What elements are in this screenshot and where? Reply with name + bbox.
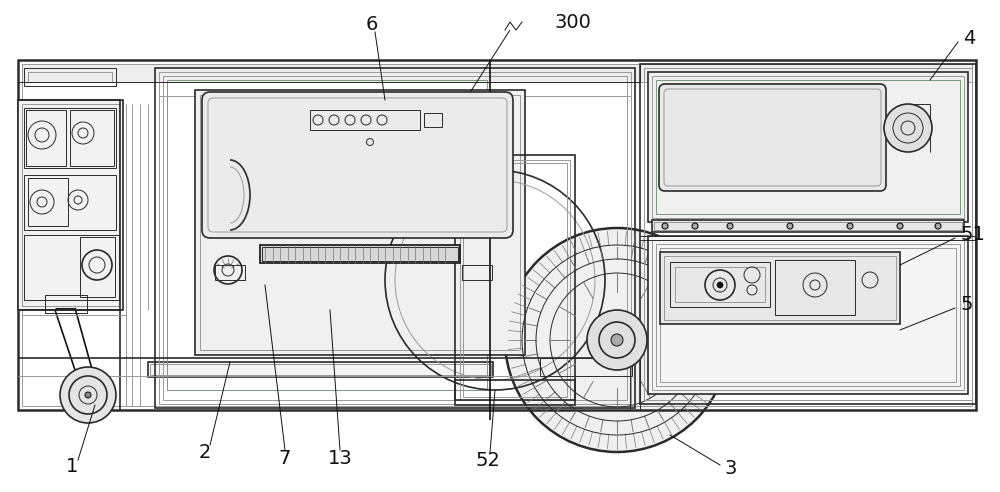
Bar	[28, 178, 68, 226]
Bar	[24, 108, 116, 168]
Circle shape	[787, 223, 793, 229]
Text: 7: 7	[279, 449, 291, 467]
Bar	[167, 80, 487, 390]
Text: 13: 13	[328, 449, 352, 467]
Bar	[80, 237, 115, 297]
Bar	[262, 247, 458, 261]
Text: 6: 6	[366, 16, 378, 34]
Bar	[22, 104, 119, 306]
Bar	[24, 68, 116, 86]
Bar	[155, 68, 635, 408]
Bar	[70, 110, 114, 166]
Text: 2: 2	[199, 443, 211, 462]
Bar	[310, 110, 420, 130]
Bar	[656, 80, 960, 214]
Circle shape	[727, 223, 733, 229]
Bar	[18, 60, 976, 410]
Bar	[648, 236, 968, 394]
Bar	[163, 76, 627, 400]
Bar	[24, 175, 116, 230]
Bar	[652, 76, 964, 218]
Bar	[28, 72, 112, 82]
Bar	[148, 362, 493, 377]
Bar	[455, 155, 575, 405]
Bar	[652, 240, 964, 390]
Bar	[675, 267, 765, 302]
Circle shape	[505, 228, 729, 452]
Bar	[660, 252, 900, 324]
Bar	[215, 265, 245, 280]
Bar	[150, 364, 491, 375]
Bar	[460, 160, 570, 400]
Bar	[463, 163, 567, 397]
Text: 300: 300	[555, 12, 592, 31]
Bar	[654, 222, 962, 230]
Bar	[45, 295, 87, 313]
Bar	[159, 72, 631, 404]
Circle shape	[85, 392, 91, 398]
Bar	[630, 358, 640, 410]
Bar	[26, 110, 66, 166]
Bar	[775, 260, 855, 315]
Bar	[18, 100, 123, 310]
Bar	[664, 256, 896, 320]
Text: 5: 5	[960, 296, 972, 314]
Bar	[462, 265, 492, 280]
Bar	[200, 95, 520, 350]
Bar	[540, 358, 632, 376]
Circle shape	[662, 223, 668, 229]
Circle shape	[718, 282, 722, 287]
Bar	[652, 220, 964, 232]
Text: 3: 3	[725, 459, 737, 478]
Bar	[455, 380, 575, 400]
Bar	[660, 248, 956, 382]
Circle shape	[611, 334, 623, 346]
Bar	[670, 262, 770, 307]
Circle shape	[884, 104, 932, 152]
Bar	[656, 244, 960, 386]
Bar	[424, 113, 442, 127]
Bar	[644, 68, 972, 400]
Circle shape	[935, 223, 941, 229]
Text: 52: 52	[476, 451, 500, 469]
FancyBboxPatch shape	[202, 92, 513, 238]
Text: 1: 1	[66, 458, 78, 476]
Circle shape	[60, 367, 116, 423]
Bar	[22, 64, 972, 406]
Bar	[195, 90, 525, 355]
Bar	[260, 245, 460, 263]
FancyBboxPatch shape	[659, 84, 886, 191]
Circle shape	[847, 223, 853, 229]
Circle shape	[692, 223, 698, 229]
Bar	[648, 72, 968, 222]
Bar	[24, 235, 119, 300]
Text: 4: 4	[963, 29, 975, 48]
Bar	[640, 64, 976, 404]
Circle shape	[897, 223, 903, 229]
Circle shape	[587, 310, 647, 370]
Bar	[22, 64, 972, 82]
Text: 51: 51	[960, 225, 985, 245]
